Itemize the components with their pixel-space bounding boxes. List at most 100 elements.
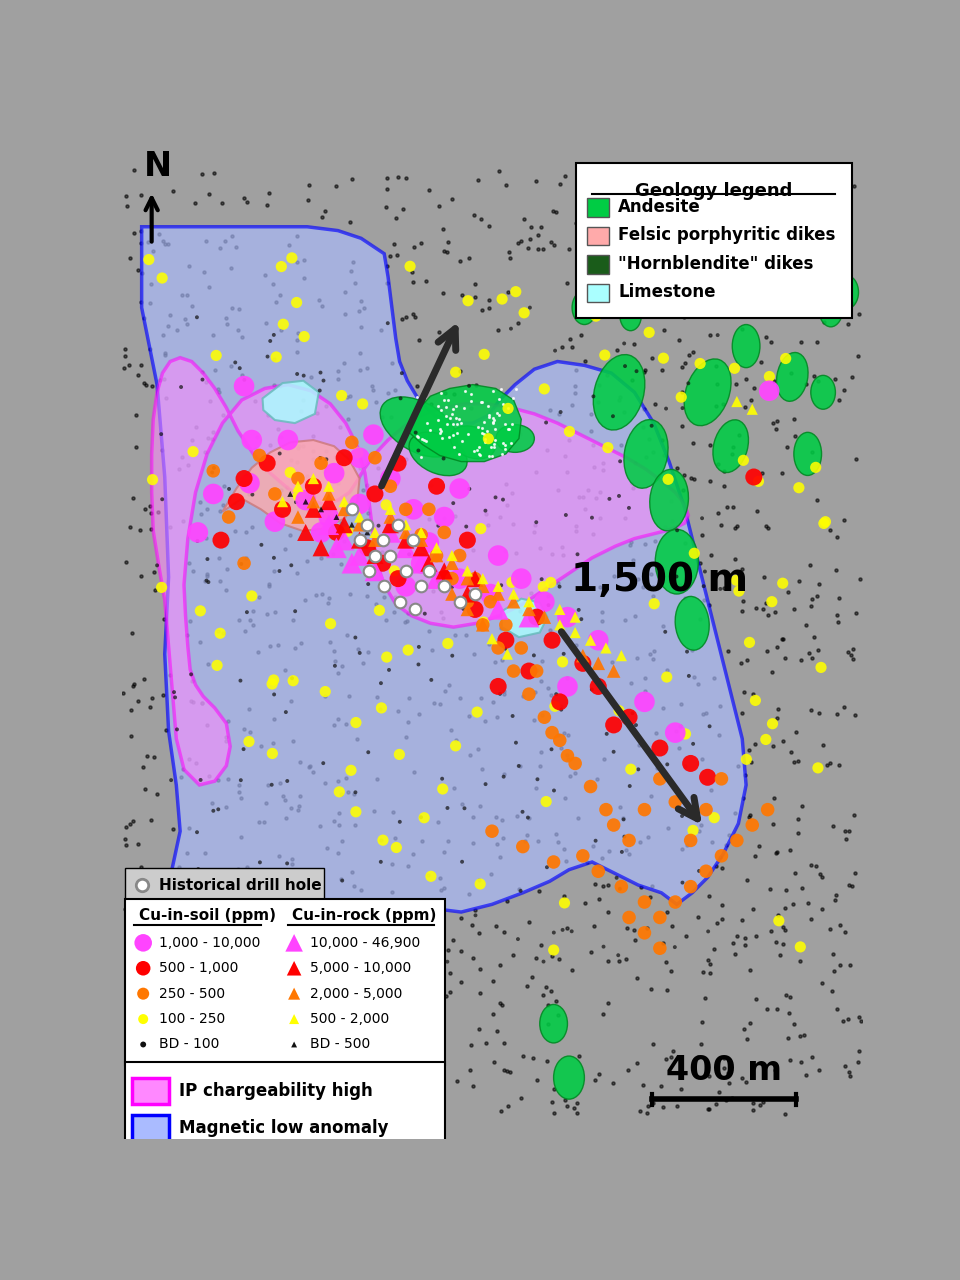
Point bbox=[734, 910, 750, 931]
Point bbox=[417, 603, 432, 623]
Point bbox=[444, 545, 460, 566]
Point bbox=[534, 568, 549, 589]
Point bbox=[281, 1075, 297, 1096]
Point bbox=[160, 877, 176, 897]
Point bbox=[383, 499, 398, 520]
Point bbox=[253, 535, 269, 556]
Point bbox=[491, 584, 506, 604]
Point bbox=[215, 623, 230, 644]
Point bbox=[414, 538, 429, 558]
Point bbox=[421, 499, 437, 520]
Point bbox=[617, 611, 633, 631]
Point bbox=[570, 544, 586, 564]
Point bbox=[729, 570, 744, 590]
Polygon shape bbox=[223, 440, 360, 531]
Point bbox=[558, 1089, 573, 1110]
Point bbox=[522, 228, 538, 248]
Point bbox=[440, 571, 455, 591]
Point bbox=[189, 822, 204, 842]
Point bbox=[831, 188, 847, 209]
Point bbox=[788, 216, 804, 237]
Ellipse shape bbox=[450, 426, 495, 458]
Ellipse shape bbox=[496, 425, 535, 452]
Point bbox=[413, 1085, 428, 1106]
Point bbox=[368, 530, 383, 550]
Point bbox=[682, 346, 697, 366]
Point bbox=[829, 998, 845, 1019]
Point bbox=[725, 1088, 740, 1108]
Point bbox=[262, 330, 277, 351]
Point bbox=[473, 209, 489, 229]
Point bbox=[768, 419, 783, 439]
Point bbox=[330, 369, 346, 389]
Point bbox=[460, 568, 475, 589]
Point bbox=[569, 1093, 585, 1114]
Point bbox=[398, 576, 414, 596]
Point bbox=[289, 292, 304, 312]
Point bbox=[134, 262, 150, 283]
Point bbox=[797, 268, 812, 288]
Point bbox=[690, 673, 706, 694]
Point bbox=[678, 159, 693, 179]
Point bbox=[790, 751, 805, 772]
Point bbox=[318, 201, 333, 221]
Point bbox=[262, 636, 277, 657]
Point bbox=[444, 568, 460, 589]
Point bbox=[219, 727, 234, 748]
Point bbox=[288, 637, 303, 658]
Point bbox=[327, 655, 343, 676]
Point bbox=[328, 175, 344, 196]
Point bbox=[613, 645, 629, 666]
Point bbox=[764, 265, 780, 285]
Point bbox=[528, 947, 543, 968]
Point bbox=[278, 808, 294, 828]
Text: 5,000 - 10,000: 5,000 - 10,000 bbox=[309, 961, 411, 975]
Point bbox=[660, 178, 676, 198]
Point bbox=[496, 684, 512, 704]
Point bbox=[197, 571, 212, 591]
Point bbox=[392, 1007, 407, 1028]
Point bbox=[645, 577, 660, 598]
Point bbox=[739, 870, 755, 891]
Point bbox=[361, 561, 376, 581]
Point bbox=[534, 671, 549, 691]
Ellipse shape bbox=[732, 325, 760, 367]
Point bbox=[583, 776, 598, 796]
Point bbox=[611, 945, 626, 965]
Point bbox=[567, 622, 583, 643]
Point bbox=[594, 273, 610, 293]
Point bbox=[185, 561, 201, 581]
Point bbox=[693, 1033, 708, 1053]
Point bbox=[592, 576, 608, 596]
Point bbox=[472, 959, 488, 979]
Point bbox=[348, 627, 363, 648]
Point bbox=[251, 641, 266, 662]
Point bbox=[321, 507, 336, 527]
Point bbox=[275, 499, 290, 520]
Point bbox=[832, 955, 848, 975]
Point bbox=[396, 449, 411, 470]
Point bbox=[693, 270, 708, 291]
Point bbox=[825, 817, 840, 837]
Point bbox=[162, 305, 178, 325]
Point bbox=[411, 704, 426, 724]
Point bbox=[568, 360, 584, 380]
Point bbox=[432, 1016, 447, 1037]
Point bbox=[804, 589, 820, 609]
Point bbox=[137, 780, 153, 800]
Point bbox=[133, 184, 149, 205]
Point bbox=[768, 602, 783, 622]
Point bbox=[556, 723, 571, 744]
Point bbox=[305, 449, 321, 470]
Point bbox=[700, 767, 715, 787]
Point bbox=[373, 320, 389, 340]
Point bbox=[682, 666, 697, 686]
Point bbox=[745, 1093, 760, 1114]
Point bbox=[205, 461, 221, 481]
Point bbox=[215, 495, 230, 516]
Point bbox=[771, 905, 786, 925]
Point bbox=[637, 534, 653, 554]
Point bbox=[640, 1096, 656, 1116]
Point bbox=[468, 905, 483, 925]
Point bbox=[286, 1034, 301, 1055]
